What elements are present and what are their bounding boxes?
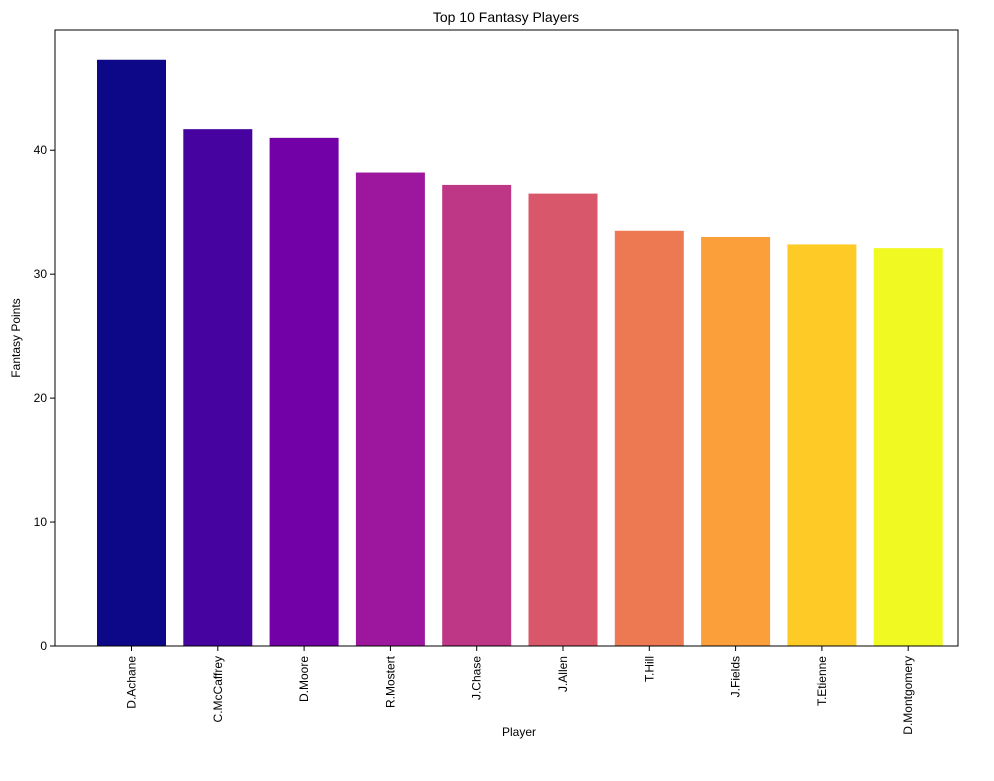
- y-tick-label: 30: [34, 267, 48, 281]
- bar-r-mostert: [355, 172, 425, 647]
- x-tick-label: D.Montgomery: [901, 656, 915, 735]
- x-tick-label: J.Chase: [470, 656, 484, 700]
- x-tick-label: J.Fields: [729, 656, 743, 697]
- bar-d-montgomery: [873, 248, 943, 646]
- x-tick-label: T.Etienne: [815, 656, 829, 706]
- bar-j-chase: [442, 184, 512, 646]
- bar-c-mccaffrey: [183, 129, 253, 646]
- y-axis-ticks: 0 10 20 30 40: [34, 143, 55, 653]
- y-tick-label: 20: [34, 391, 48, 405]
- x-tick-label: J.Allen: [556, 656, 570, 692]
- x-tick-label: D.Achane: [125, 656, 139, 709]
- bar-d-moore: [269, 137, 339, 646]
- bar-j-allen: [528, 193, 598, 647]
- plot-frame: [54, 29, 959, 647]
- x-tick-label: R.Mostert: [383, 655, 397, 708]
- bar-d-achane: [97, 59, 166, 646]
- chart-title: Top 10 Fantasy Players: [433, 9, 579, 25]
- bar-t-etienne: [787, 244, 857, 647]
- y-axis-label: Fantasy Points: [9, 298, 23, 377]
- y-tick-label: 10: [34, 515, 48, 529]
- bars-layer: [97, 59, 943, 647]
- y-tick-label: 40: [34, 143, 48, 157]
- bar-j-fields: [701, 236, 771, 647]
- x-tick-label: T.Hill: [642, 656, 656, 682]
- x-axis-ticks: D.Achane C.McCaffrey D.Moore R.Mostert J.Cha…: [125, 646, 915, 735]
- bar-t-hill: [614, 230, 684, 647]
- x-axis-label: Player: [502, 725, 536, 739]
- x-tick-label: C.McCaffrey: [211, 656, 225, 722]
- y-tick-label: 0: [40, 639, 47, 653]
- x-tick-label: D.Moore: [297, 656, 311, 702]
